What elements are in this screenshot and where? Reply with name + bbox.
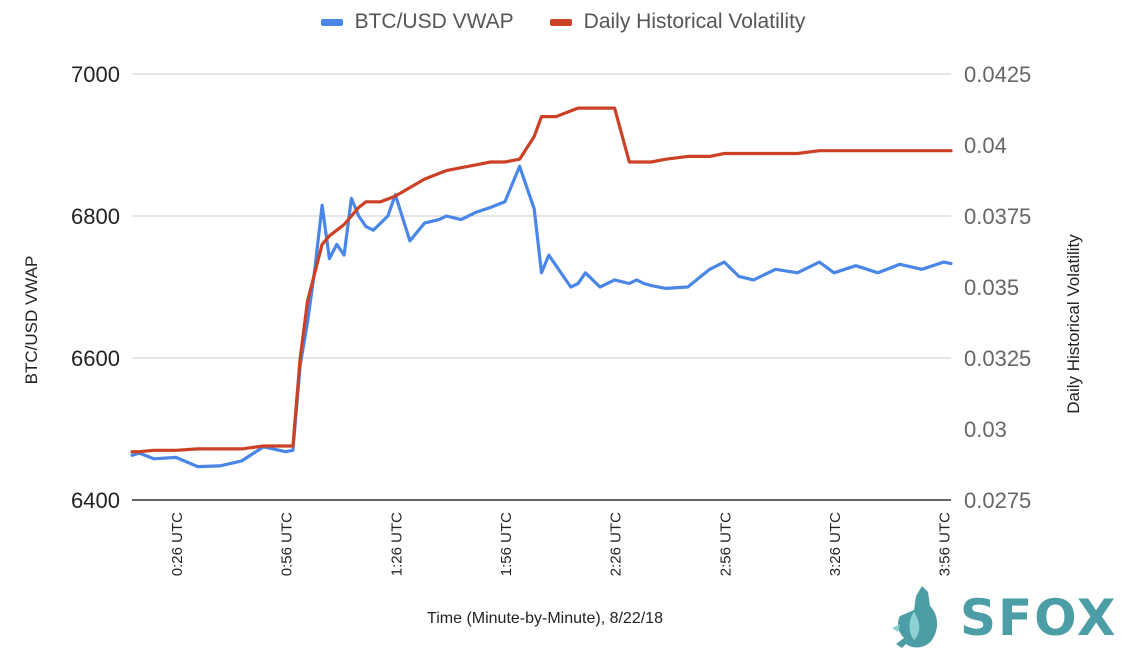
legend-swatch-vwap	[320, 18, 343, 26]
x-tick-label: 2:56 UTC	[717, 512, 734, 576]
volatility-line	[130, 106, 953, 454]
right-tick-label: 0.03	[964, 417, 1007, 442]
left-axis-ticks: 6400 6600 6800 7000	[71, 62, 120, 513]
x-tick-label: 3:26 UTC	[827, 512, 844, 576]
fox-logo-icon	[892, 586, 938, 648]
legend: BTC/USD VWAP Daily Historical Volatility	[0, 10, 1126, 34]
legend-item-volatility[interactable]: Daily Historical Volatility	[549, 10, 806, 34]
left-tick-label: 6800	[71, 204, 120, 229]
right-tick-label: 0.0375	[964, 204, 1031, 229]
x-tick-label: 0:26 UTC	[169, 512, 186, 576]
left-tick-label: 6600	[71, 346, 120, 371]
series-lines	[130, 106, 953, 469]
x-axis-ticks: 0:26 UTC 0:56 UTC 1:26 UTC 1:56 UTC 2:26 UTC…	[169, 512, 954, 576]
legend-swatch-volatility	[549, 18, 572, 26]
right-tick-label: 0.0275	[964, 488, 1031, 513]
left-axis-title: BTC/USD VWAP	[22, 255, 41, 385]
right-tick-label: 0.04	[964, 133, 1007, 158]
x-tick-label: 2:26 UTC	[608, 512, 625, 576]
right-tick-label: 0.0425	[964, 62, 1031, 87]
left-tick-label: 6400	[71, 488, 120, 513]
logo-text: SFOX	[960, 589, 1118, 647]
right-tick-label: 0.0325	[964, 346, 1031, 371]
x-tick-label: 0:56 UTC	[279, 512, 296, 576]
x-tick-label: 3:56 UTC	[937, 512, 954, 576]
right-axis-title: Daily Historical Volatility	[1064, 234, 1083, 414]
legend-item-vwap[interactable]: BTC/USD VWAP	[320, 10, 514, 34]
x-tick-label: 1:56 UTC	[498, 512, 515, 576]
legend-label-volatility: Daily Historical Volatility	[583, 10, 806, 33]
vwap-line	[130, 164, 953, 469]
left-tick-label: 7000	[71, 62, 120, 87]
sfox-logo: SFOX	[892, 582, 1117, 654]
legend-label-vwap: BTC/USD VWAP	[354, 10, 514, 33]
grid-lines	[132, 73, 951, 501]
x-tick-label: 1:26 UTC	[388, 512, 405, 576]
right-axis-ticks: 0.0275 0.03 0.0325 0.035 0.0375 0.04 0.0425	[964, 62, 1031, 513]
right-tick-label: 0.035	[964, 275, 1019, 300]
x-axis-title: Time (Minute-by-Minute), 8/22/18	[427, 610, 663, 627]
